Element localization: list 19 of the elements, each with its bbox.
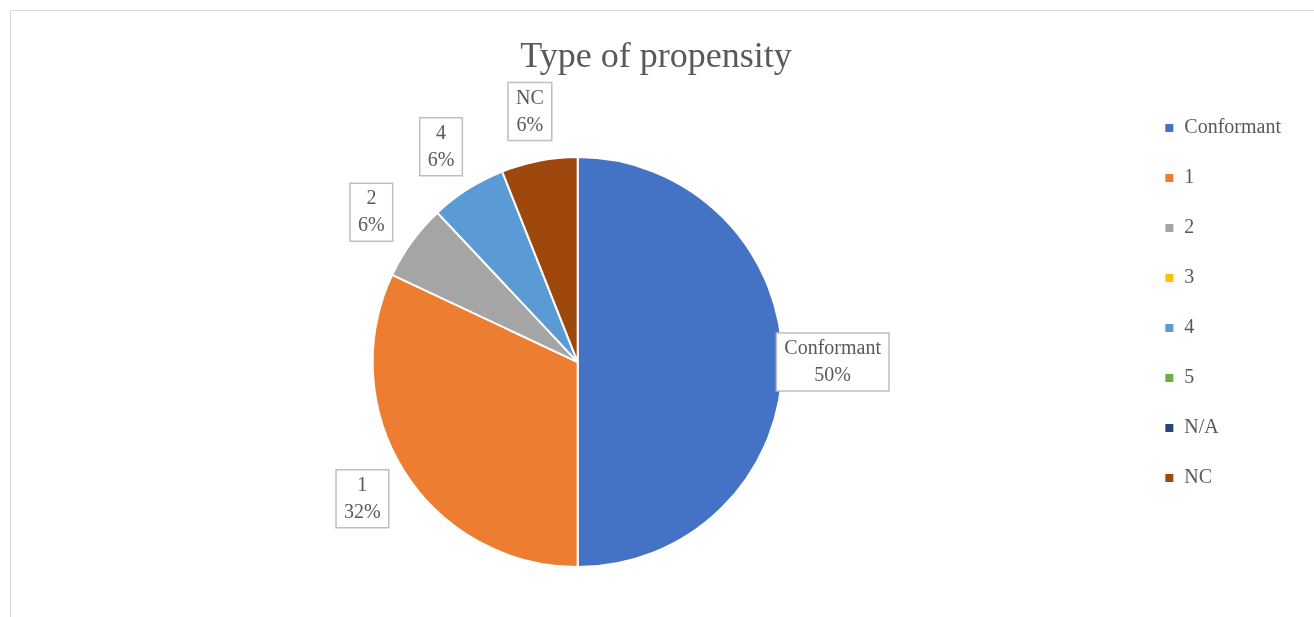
slice-label: 2 — [366, 186, 377, 209]
slice-label: NC — [515, 85, 544, 108]
slice-label: 1 — [357, 472, 368, 495]
slice-label: 4 — [436, 121, 447, 144]
data-label: 6% — [516, 112, 544, 135]
legend-label: 5 — [1184, 365, 1195, 388]
chart-title: Type of propensity — [520, 35, 792, 76]
data-label: 50% — [814, 363, 852, 386]
legend-label: Conformant — [1184, 115, 1282, 138]
legend-label: 4 — [1184, 315, 1195, 338]
data-label: 6% — [427, 148, 455, 171]
legend-label: 2 — [1184, 215, 1195, 238]
legend-label: NC — [1184, 465, 1213, 488]
legend-label: 3 — [1184, 265, 1195, 288]
legend-label: N/A — [1184, 415, 1220, 438]
data-label: 6% — [358, 213, 385, 236]
data-label: 32% — [344, 499, 381, 522]
slice-label: Conformant — [784, 336, 882, 359]
legend-label: 1 — [1184, 165, 1195, 188]
